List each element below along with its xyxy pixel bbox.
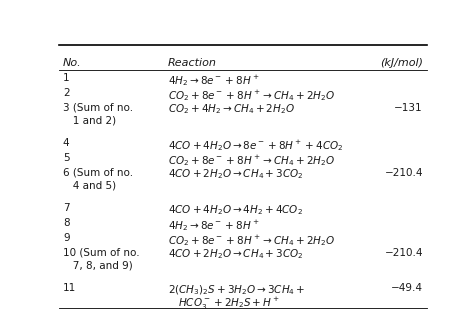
Text: $CO_2 + 8e^- + 8H^+ \rightarrow CH_4 + 2H_2O$: $CO_2 + 8e^- + 8H^+ \rightarrow CH_4 + 2… [168, 233, 335, 248]
Text: $CO_2 + 8e^- + 8H^+ \rightarrow CH_4 + 2H_2O$: $CO_2 + 8e^- + 8H^+ \rightarrow CH_4 + 2… [168, 153, 335, 168]
Text: 9: 9 [63, 233, 70, 243]
Text: −210.4: −210.4 [384, 168, 423, 178]
Text: $4H_2 \rightarrow 8e^- + 8H^+$: $4H_2 \rightarrow 8e^- + 8H^+$ [168, 218, 259, 233]
Text: 8: 8 [63, 218, 70, 228]
Text: 10 (Sum of no.: 10 (Sum of no. [63, 248, 139, 258]
Text: 11: 11 [63, 283, 76, 293]
Text: 4 and 5): 4 and 5) [63, 180, 116, 190]
Text: $\quad HCO_3^- + 2H_2S + H^+$: $\quad HCO_3^- + 2H_2S + H^+$ [168, 296, 280, 312]
Text: 5: 5 [63, 153, 70, 163]
Text: 7, 8, and 9): 7, 8, and 9) [63, 260, 133, 270]
Text: 7: 7 [63, 203, 70, 213]
Text: $2(CH_3)_2S + 3H_2O \rightarrow 3CH_4 +$: $2(CH_3)_2S + 3H_2O \rightarrow 3CH_4 +$ [168, 283, 305, 297]
Text: −49.4: −49.4 [391, 283, 423, 293]
Text: $4CO + 2H_2O \rightarrow CH_4 + 3CO_2$: $4CO + 2H_2O \rightarrow CH_4 + 3CO_2$ [168, 248, 303, 261]
Text: $4CO + 4H_2O \rightarrow 4H_2 + 4CO_2$: $4CO + 4H_2O \rightarrow 4H_2 + 4CO_2$ [168, 203, 302, 217]
Text: 4: 4 [63, 138, 70, 148]
Text: No.: No. [63, 58, 82, 68]
Text: $4CO + 2H_2O \rightarrow CH_4 + 3CO_2$: $4CO + 2H_2O \rightarrow CH_4 + 3CO_2$ [168, 168, 303, 182]
Text: 1 and 2): 1 and 2) [63, 115, 116, 125]
Text: $4CO + 4H_2O \rightarrow 8e^- + 8H^+ + 4CO_2$: $4CO + 4H_2O \rightarrow 8e^- + 8H^+ + 4… [168, 138, 343, 153]
Text: $4H_2 \rightarrow 8e^- + 8H^+$: $4H_2 \rightarrow 8e^- + 8H^+$ [168, 73, 259, 88]
Text: 6 (Sum of no.: 6 (Sum of no. [63, 168, 133, 178]
Text: 1: 1 [63, 73, 70, 83]
Text: $CO_2 + 8e^- + 8H^+ \rightarrow CH_4 + 2H_2O$: $CO_2 + 8e^- + 8H^+ \rightarrow CH_4 + 2… [168, 88, 335, 103]
Text: 3 (Sum of no.: 3 (Sum of no. [63, 103, 133, 113]
Text: 2: 2 [63, 88, 70, 98]
Text: (kJ/mol): (kJ/mol) [380, 58, 423, 68]
Text: −131: −131 [394, 103, 423, 113]
Text: $CO_2 + 4H_2 \rightarrow CH_4 + 2H_2O$: $CO_2 + 4H_2 \rightarrow CH_4 + 2H_2O$ [168, 103, 294, 116]
Text: Reaction: Reaction [168, 58, 217, 68]
Text: −210.4: −210.4 [384, 248, 423, 258]
